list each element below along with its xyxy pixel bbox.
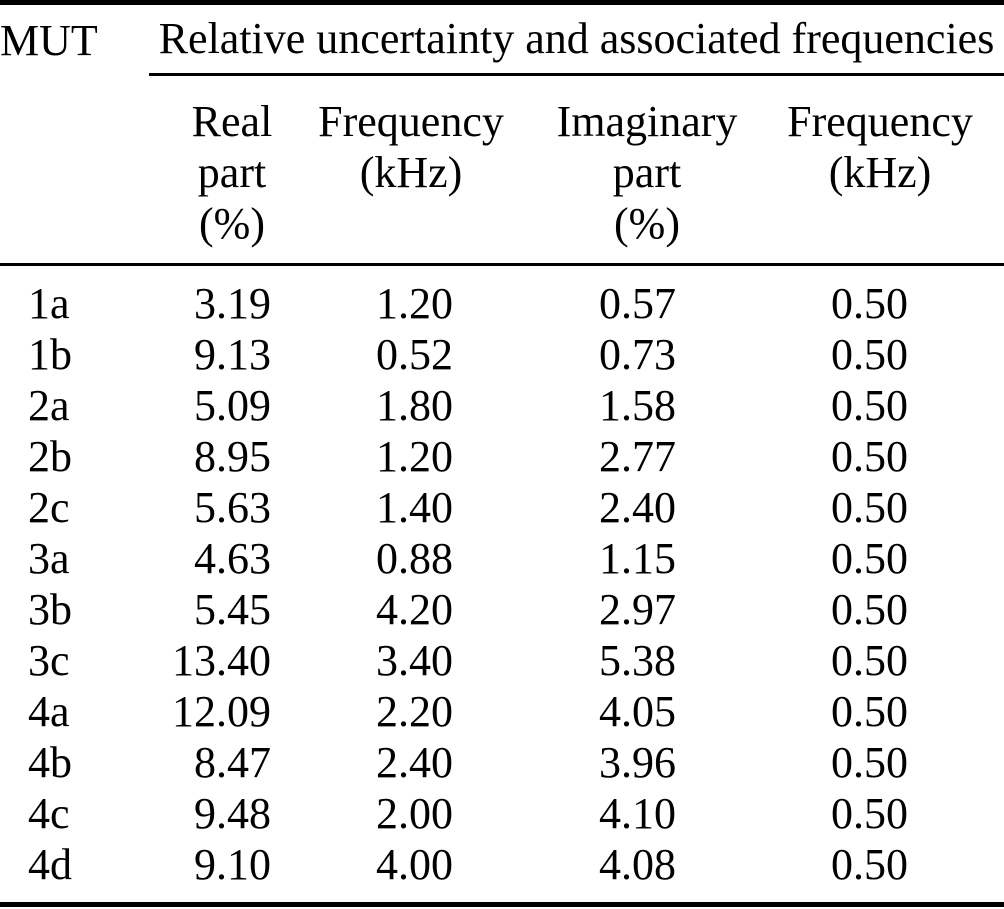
sub-header-line: Frequency	[318, 97, 504, 146]
table-row: 4b 8.47 2.40 3.96 0.50	[0, 737, 1004, 788]
table-body: 1a 3.19 1.20 0.57 0.50 1b 9.13 0.52 0.73…	[0, 266, 1004, 902]
cell-imaginary-part: 0.57	[599, 279, 676, 328]
table-row: 4c 9.48 2.00 4.10 0.50	[0, 788, 1004, 839]
cell-mut: 4b	[28, 738, 72, 787]
sub-header-line: part	[197, 148, 267, 197]
table-header: MUT Relative uncertainty and associated …	[0, 5, 1004, 266]
table-row: 3b 5.45 4.20 2.97 0.50	[0, 584, 1004, 635]
cell-frequency-imag: 0.50	[831, 279, 909, 328]
cell-frequency-imag: 0.50	[831, 483, 909, 532]
cell-mut: 3c	[28, 636, 70, 685]
cell-frequency-real: 0.88	[376, 534, 453, 583]
cell-imaginary-part: 0.73	[599, 330, 676, 379]
sub-header-line: part	[612, 148, 682, 197]
cell-frequency-imag: 0.50	[831, 585, 909, 634]
span-header: Relative uncertainty and associated freq…	[149, 5, 1004, 76]
cell-mut: 3b	[28, 585, 72, 634]
cell-real-part: 5.45	[194, 585, 271, 634]
cell-frequency-imag: 0.50	[831, 432, 909, 481]
table-row: 2b 8.95 1.20 2.77 0.50	[0, 431, 1004, 482]
cell-frequency-real: 3.40	[376, 636, 453, 685]
cell-frequency-imag: 0.50	[831, 789, 909, 838]
sub-header-frequency-real: Frequency (kHz)	[315, 76, 507, 266]
cell-frequency-imag: 0.50	[831, 738, 909, 787]
cell-imaginary-part: 1.58	[599, 381, 676, 430]
cell-imaginary-part: 3.96	[599, 738, 676, 787]
cell-frequency-real: 1.80	[376, 381, 453, 430]
cell-imaginary-part: 5.38	[599, 636, 676, 685]
cell-mut: 4a	[28, 687, 70, 736]
sub-header-line: (%)	[614, 199, 680, 248]
cell-imaginary-part: 4.10	[599, 789, 676, 838]
table-row: 3a 4.63 0.88 1.15 0.50	[0, 533, 1004, 584]
cell-real-part: 5.63	[194, 483, 271, 532]
cell-mut: 1a	[28, 279, 70, 328]
cell-frequency-imag: 0.50	[831, 534, 909, 583]
cell-imaginary-part: 1.15	[599, 534, 676, 583]
cell-mut: 4d	[28, 840, 72, 889]
header-row-top: MUT Relative uncertainty and associated …	[0, 5, 1004, 76]
cell-imaginary-part: 4.05	[599, 687, 676, 736]
cell-frequency-real: 2.00	[376, 789, 453, 838]
cell-frequency-real: 1.20	[376, 432, 453, 481]
table-row: 1b 9.13 0.52 0.73 0.50	[0, 329, 1004, 380]
cell-frequency-real: 2.20	[376, 687, 453, 736]
cell-real-part: 4.63	[194, 534, 271, 583]
cell-frequency-imag: 0.50	[831, 840, 909, 889]
sub-header-line: (kHz)	[359, 148, 463, 197]
cell-imaginary-part: 2.77	[599, 432, 676, 481]
table-row: 4a 12.09 2.20 4.05 0.50	[0, 686, 1004, 737]
cell-real-part: 13.40	[172, 636, 271, 685]
cell-mut: 2b	[28, 432, 72, 481]
cell-frequency-imag: 0.50	[831, 687, 909, 736]
cell-frequency-real: 4.20	[376, 585, 453, 634]
table-row: 2a 5.09 1.80 1.58 0.50	[0, 380, 1004, 431]
cell-imaginary-part: 2.40	[599, 483, 676, 532]
empty-header-cell	[0, 76, 149, 266]
sub-header-imaginary-part: Imaginary part (%)	[507, 76, 770, 266]
cell-real-part: 9.13	[194, 330, 271, 379]
cell-imaginary-part: 2.97	[599, 585, 676, 634]
cell-real-part: 8.47	[194, 738, 271, 787]
cell-real-part: 9.10	[194, 840, 271, 889]
sub-header-line: Imaginary	[556, 97, 738, 146]
sub-header-line: (%)	[199, 199, 265, 248]
table-row: 4d 9.10 4.00 4.08 0.50	[0, 839, 1004, 902]
cell-mut: 2c	[28, 483, 70, 532]
cell-frequency-imag: 0.50	[831, 636, 909, 685]
cell-mut: 4c	[28, 789, 70, 838]
cell-frequency-real: 1.20	[376, 279, 453, 328]
cell-mut: 1b	[28, 330, 72, 379]
cell-real-part: 3.19	[194, 279, 271, 328]
cell-frequency-real: 2.40	[376, 738, 453, 787]
table-row: 2c 5.63 1.40 2.40 0.50	[0, 482, 1004, 533]
sub-header-line: (kHz)	[828, 148, 932, 197]
cell-real-part: 8.95	[194, 432, 271, 481]
sub-header-frequency-imag: Frequency (kHz)	[770, 76, 1004, 266]
cell-frequency-imag: 0.50	[831, 330, 909, 379]
cell-frequency-real: 1.40	[376, 483, 453, 532]
cell-frequency-real: 0.52	[376, 330, 453, 379]
sub-header-real-part: Real part (%)	[149, 76, 315, 266]
cell-real-part: 12.09	[172, 687, 271, 736]
cell-mut: 2a	[28, 381, 70, 430]
cell-real-part: 5.09	[194, 381, 271, 430]
sub-header-line: Real	[191, 97, 273, 146]
table-row: 3c 13.40 3.40 5.38 0.50	[0, 635, 1004, 686]
col-header-mut: MUT	[0, 15, 98, 65]
header-row-sub: Real part (%) Frequency (kHz) Imaginary …	[0, 76, 1004, 266]
cell-imaginary-part: 4.08	[599, 840, 676, 889]
cell-mut: 3a	[28, 534, 70, 583]
cell-frequency-imag: 0.50	[831, 381, 909, 430]
sub-header-line: Frequency	[787, 97, 973, 146]
cell-frequency-real: 4.00	[376, 840, 453, 889]
cell-real-part: 9.48	[194, 789, 271, 838]
table-row: 1a 3.19 1.20 0.57 0.50	[0, 266, 1004, 329]
